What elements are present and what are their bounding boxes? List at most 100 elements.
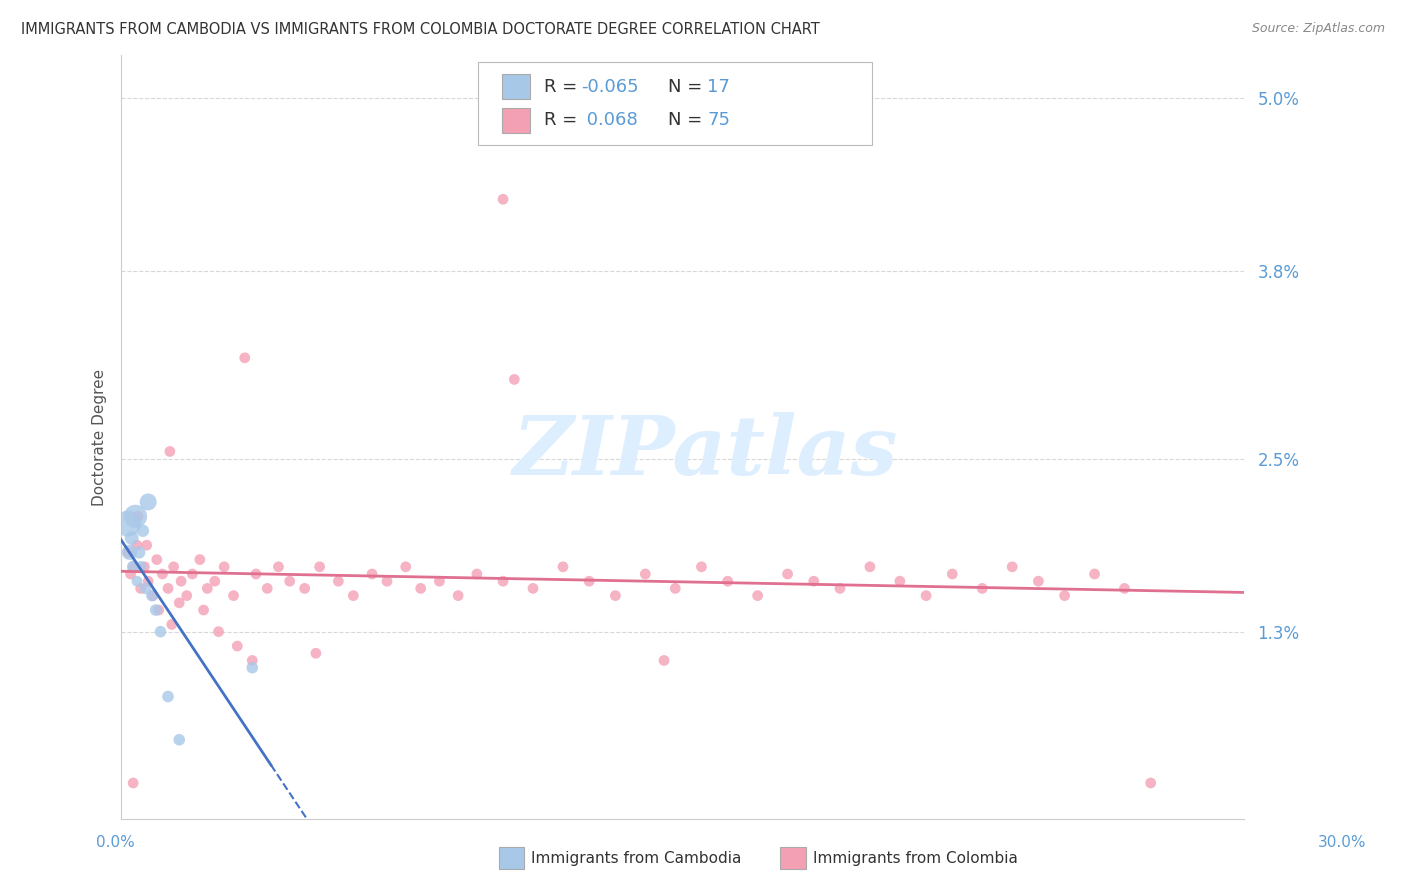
Point	[747, 589, 769, 603]
Point	[429, 574, 451, 589]
Point	[136, 574, 159, 589]
Point	[328, 574, 350, 589]
Point	[160, 617, 183, 632]
Point	[664, 582, 686, 596]
Point	[162, 559, 184, 574]
Text: R =: R =	[544, 112, 583, 129]
Point	[124, 509, 146, 524]
Y-axis label: Doctorate Degree: Doctorate Degree	[93, 368, 107, 506]
Point	[240, 653, 263, 667]
Point	[122, 559, 145, 574]
Point	[145, 603, 167, 617]
Point	[188, 552, 211, 566]
Point	[465, 566, 488, 581]
Point	[1001, 559, 1024, 574]
Point	[181, 566, 204, 581]
Point	[146, 552, 169, 566]
Point	[132, 524, 155, 538]
Point	[605, 589, 627, 603]
Point	[128, 545, 150, 559]
Text: 0.0%: 0.0%	[96, 836, 135, 850]
Point	[375, 574, 398, 589]
Point	[522, 582, 544, 596]
Point	[305, 646, 328, 660]
Point	[135, 582, 157, 596]
Point	[717, 574, 740, 589]
Point	[578, 574, 600, 589]
Point	[222, 589, 245, 603]
Point	[409, 582, 432, 596]
Point	[129, 559, 152, 574]
Point	[492, 574, 515, 589]
Point	[117, 516, 139, 531]
Point	[652, 653, 675, 667]
Point	[256, 582, 278, 596]
Point	[148, 603, 170, 617]
Point	[551, 559, 574, 574]
Point	[1053, 589, 1076, 603]
Point	[267, 559, 290, 574]
Point	[117, 545, 139, 559]
Point	[122, 559, 145, 574]
Text: N =: N =	[668, 112, 707, 129]
Point	[167, 596, 190, 610]
Text: -0.065: -0.065	[581, 78, 638, 95]
Point	[207, 624, 229, 639]
Point	[125, 574, 148, 589]
Text: 30.0%: 30.0%	[1319, 836, 1367, 850]
Point	[395, 559, 418, 574]
Point	[447, 589, 470, 603]
Point	[972, 582, 994, 596]
Point	[308, 559, 330, 574]
Point	[118, 545, 141, 559]
Point	[634, 566, 657, 581]
Point	[776, 566, 799, 581]
Point	[120, 566, 142, 581]
Point	[889, 574, 911, 589]
Point	[170, 574, 193, 589]
Point	[278, 574, 301, 589]
Point	[1139, 776, 1161, 790]
Point	[233, 351, 256, 365]
Point	[1083, 566, 1105, 581]
Point	[129, 582, 152, 596]
Point	[240, 661, 263, 675]
Text: 75: 75	[707, 112, 730, 129]
Point	[828, 582, 851, 596]
Point	[122, 776, 145, 790]
Point	[941, 566, 963, 581]
Point	[245, 566, 267, 581]
Point	[492, 192, 515, 206]
Point	[121, 531, 143, 545]
Point	[193, 603, 215, 617]
Point	[1114, 582, 1136, 596]
Point	[135, 538, 157, 552]
Point	[690, 559, 713, 574]
Text: IMMIGRANTS FROM CAMBODIA VS IMMIGRANTS FROM COLOMBIA DOCTORATE DEGREE CORRELATIO: IMMIGRANTS FROM CAMBODIA VS IMMIGRANTS F…	[21, 22, 820, 37]
Point	[803, 574, 825, 589]
Point	[915, 589, 938, 603]
Point	[342, 589, 364, 603]
Text: 0.068: 0.068	[581, 112, 637, 129]
Text: ZIPatlas: ZIPatlas	[512, 412, 898, 492]
Point	[859, 559, 882, 574]
Point	[142, 589, 165, 603]
Point	[152, 566, 174, 581]
Point	[156, 690, 179, 704]
Point	[125, 538, 148, 552]
Point	[226, 639, 249, 653]
Point	[1028, 574, 1050, 589]
Point	[195, 582, 218, 596]
Point	[167, 732, 190, 747]
Text: R =: R =	[544, 78, 583, 95]
Point	[294, 582, 316, 596]
Text: Immigrants from Cambodia: Immigrants from Cambodia	[531, 851, 742, 865]
Point	[136, 495, 159, 509]
Point	[503, 372, 526, 386]
Point	[159, 444, 181, 458]
Point	[361, 566, 384, 581]
Point	[204, 574, 226, 589]
Point	[141, 589, 163, 603]
Text: N =: N =	[668, 78, 707, 95]
Point	[134, 559, 156, 574]
